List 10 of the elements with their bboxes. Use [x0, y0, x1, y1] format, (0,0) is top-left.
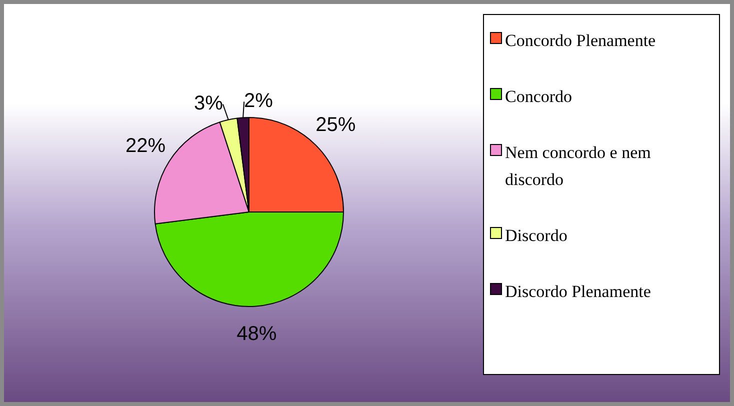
- data-label: 3%: [194, 92, 224, 115]
- legend-label: Concordo Plenamente: [505, 30, 656, 52]
- legend-label: Discordo: [505, 225, 568, 247]
- legend-label: Concordo: [505, 86, 572, 108]
- legend-label: Nem concordo e nem discordo: [505, 142, 652, 191]
- legend-label: Discordo Plenamente: [505, 281, 651, 303]
- data-label: 2%: [244, 90, 274, 112]
- data-label: 25%: [316, 114, 356, 136]
- data-label: 22%: [126, 134, 166, 157]
- data-label: 48%: [236, 322, 277, 345]
